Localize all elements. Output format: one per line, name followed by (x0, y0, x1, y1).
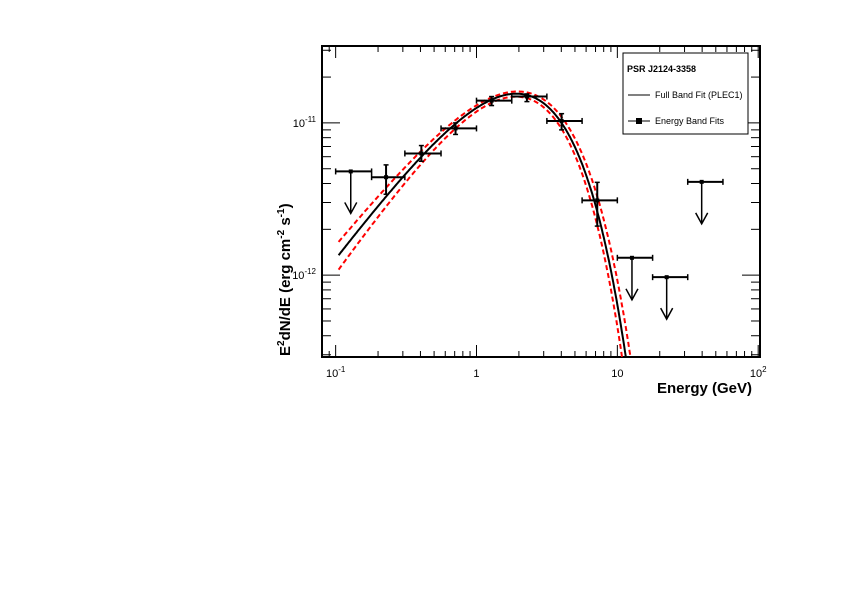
fit-central-curve (337, 92, 627, 357)
arrow-head-icon (625, 288, 639, 302)
plot-frame (321, 45, 761, 358)
legend-entry-bands: Energy Band Fits (655, 116, 725, 126)
upper-limit-point (334, 168, 373, 216)
fit-upper-band (337, 90, 632, 357)
upper-limit-point (651, 274, 689, 321)
fit-lower-band (337, 95, 624, 357)
axis-ticks (321, 46, 760, 357)
x-tick-label: 102 (750, 365, 767, 380)
y-axis-label: E2dN/dE (erg cm-2 s-1) (276, 203, 294, 356)
arrow-head-icon (660, 307, 674, 321)
x-tick-label: 1 (473, 368, 479, 380)
y-tick-label: 10-12 (292, 267, 316, 282)
data-point (404, 144, 442, 162)
fit-curves (337, 90, 632, 357)
data-point (546, 112, 583, 131)
legend-title: PSR J2124-3358 (627, 64, 696, 74)
data-point (511, 93, 548, 103)
legend: PSR J2124-3358 Full Band Fit (PLEC1) Ene… (622, 52, 749, 135)
y-tick-label: 10-11 (293, 115, 317, 130)
data-points (334, 93, 724, 321)
legend-entry-fit: Full Band Fit (PLEC1) (655, 90, 743, 100)
upper-limit-point (686, 178, 724, 226)
upper-limit-point (616, 254, 654, 302)
data-point (440, 122, 478, 136)
x-axis-label: Energy (GeV) (657, 380, 752, 397)
legend-marker-bands (636, 118, 642, 124)
data-point (581, 181, 619, 227)
data-point (370, 164, 406, 195)
arrow-head-icon (344, 202, 358, 216)
arrow-head-icon (695, 212, 709, 226)
x-tick-label: 10-1 (326, 365, 346, 380)
x-tick-label: 10 (611, 368, 623, 380)
